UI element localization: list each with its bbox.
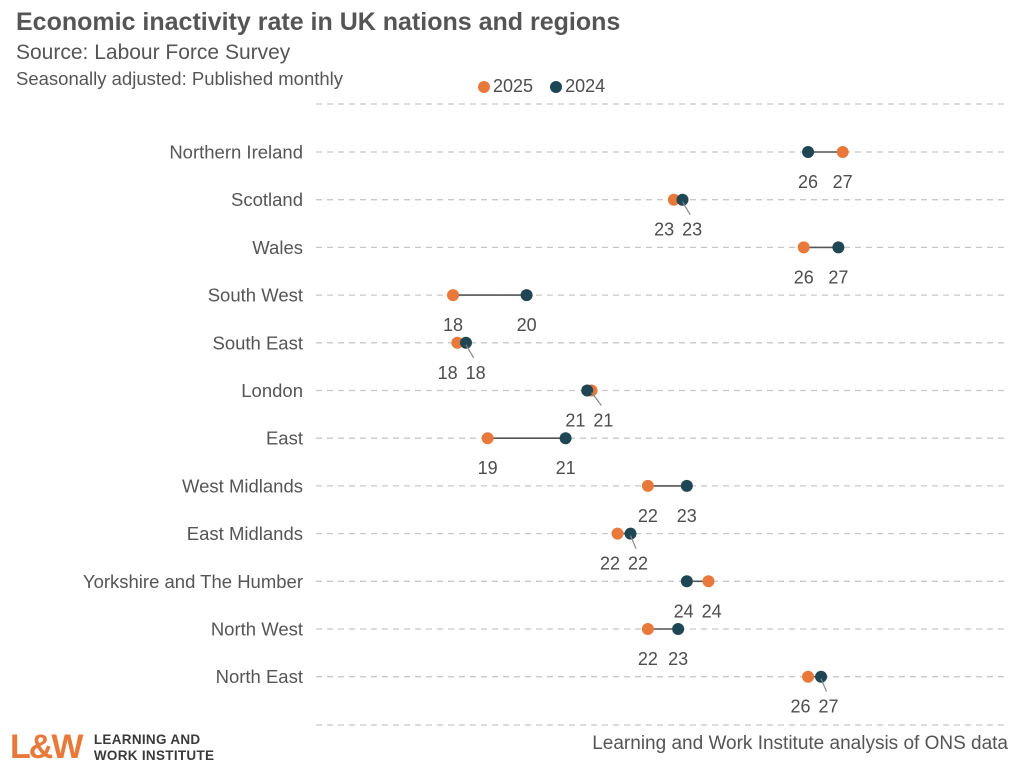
data-label-2024-north-east: 27 bbox=[819, 697, 839, 717]
dot-2024-scotland bbox=[676, 193, 689, 206]
data-label-2025-south-east: 18 bbox=[438, 363, 458, 383]
leader-2024-scotland bbox=[681, 201, 691, 216]
category-label-yorkshire-and-the-humber: Yorkshire and The Humber bbox=[83, 571, 303, 592]
data-label-2025-south-west: 18 bbox=[443, 315, 463, 335]
data-label-2025-north-west: 22 bbox=[638, 649, 658, 669]
legend-item-2024: 2024 bbox=[550, 76, 605, 97]
data-label-2024-northern-ireland: 26 bbox=[798, 172, 818, 192]
dot-2024-north-west bbox=[672, 623, 685, 635]
data-label-2025-northern-ireland: 27 bbox=[833, 172, 853, 192]
dot-2025-yorkshire-and-the-humber bbox=[702, 575, 715, 588]
data-label-2025-yorkshire-and-the-humber: 24 bbox=[702, 601, 722, 621]
dot-2024-northern-ireland bbox=[802, 146, 815, 158]
leader-2024-south-east bbox=[465, 344, 475, 359]
category-label-south-west: South West bbox=[208, 285, 303, 306]
dot-2024-london bbox=[581, 384, 594, 397]
dot-2025-north-east bbox=[802, 670, 815, 683]
logo: L&W LEARNING AND WORK INSTITUTE bbox=[10, 728, 214, 767]
chart-title: Economic inactivity rate in UK nations a… bbox=[16, 8, 621, 36]
data-label-2024-west-midlands: 23 bbox=[677, 506, 697, 526]
legend-item-2025: 2025 bbox=[478, 76, 533, 97]
category-label-west-midlands: West Midlands bbox=[182, 475, 303, 496]
category-label-north-east: North East bbox=[216, 666, 303, 687]
data-label-2024-south-east: 18 bbox=[466, 363, 486, 383]
chart-subtitle: Source: Labour Force Survey bbox=[16, 41, 291, 64]
category-label-wales: Wales bbox=[252, 237, 303, 258]
data-label-2025-london: 21 bbox=[593, 411, 613, 431]
logo-line-2: WORK INSTITUTE bbox=[93, 747, 215, 763]
legend-label-2025: 2025 bbox=[493, 76, 534, 96]
dot-2025-north-west bbox=[641, 623, 654, 635]
data-label-2024-wales: 27 bbox=[828, 267, 848, 287]
category-label-north-west: North West bbox=[211, 619, 303, 640]
logo-mark: L&W bbox=[10, 728, 83, 766]
dot-2025-south-east bbox=[451, 336, 464, 349]
dot-2024-north-east bbox=[815, 670, 828, 683]
category-label-scotland: Scotland bbox=[231, 189, 303, 210]
leader-2024-north-east bbox=[820, 678, 828, 692]
data-label-2024-south-west: 20 bbox=[517, 315, 537, 335]
logo-text: LEARNING AND WORK INSTITUTE bbox=[94, 732, 214, 764]
legend: 2025 2024 bbox=[478, 76, 617, 97]
dot-2025-east-midlands bbox=[611, 527, 624, 540]
data-label-2025-west-midlands: 22 bbox=[638, 506, 658, 526]
legend-dot-2025 bbox=[478, 81, 490, 93]
data-label-2024-scotland: 23 bbox=[682, 220, 702, 240]
dot-2024-wales bbox=[832, 241, 845, 254]
leader-2024-east-midlands bbox=[629, 535, 637, 549]
dot-2025-wales bbox=[797, 241, 810, 254]
dot-2025-northern-ireland bbox=[836, 146, 849, 158]
legend-dot-2024 bbox=[550, 81, 563, 93]
category-label-london: London bbox=[241, 380, 303, 401]
leader-2025-london bbox=[591, 392, 602, 406]
category-label-east: East bbox=[266, 428, 303, 449]
legend-label-2024: 2024 bbox=[565, 76, 606, 96]
data-label-2025-wales: 26 bbox=[794, 267, 814, 287]
category-label-south-east: South East bbox=[212, 332, 303, 353]
dot-2024-south-west bbox=[520, 289, 533, 302]
data-label-2024-east-midlands: 22 bbox=[628, 554, 648, 574]
dot-2025-east bbox=[481, 432, 494, 445]
source-note: Learning and Work Institute analysis of … bbox=[592, 733, 1008, 754]
data-label-2025-east-midlands: 22 bbox=[600, 554, 620, 574]
data-label-2025-north-east: 26 bbox=[791, 697, 811, 717]
data-label-2024-yorkshire-and-the-humber: 24 bbox=[674, 601, 694, 621]
data-label-2024-north-west: 23 bbox=[668, 649, 688, 669]
dot-2025-south-west bbox=[447, 289, 459, 302]
dot-2025-scotland bbox=[667, 193, 680, 206]
dot-2025-west-midlands bbox=[641, 479, 654, 492]
dot-2024-south-east bbox=[459, 336, 472, 349]
logo-line-1: LEARNING AND bbox=[93, 731, 201, 747]
dot-2024-east bbox=[559, 432, 572, 445]
dot-2024-east-midlands bbox=[624, 527, 637, 540]
data-label-2025-scotland: 23 bbox=[654, 220, 674, 240]
category-label-northern-ireland: Northern Ireland bbox=[169, 142, 303, 163]
chart-subtitle-2: Seasonally adjusted: Published monthly bbox=[16, 68, 344, 89]
dot-2024-west-midlands bbox=[680, 479, 693, 492]
category-label-east-midlands: East Midlands bbox=[187, 523, 303, 544]
data-label-2024-east: 21 bbox=[556, 458, 576, 478]
dot-2024-yorkshire-and-the-humber bbox=[680, 575, 693, 588]
data-label-2024-london: 21 bbox=[565, 411, 585, 431]
data-label-2025-east: 19 bbox=[478, 458, 498, 478]
